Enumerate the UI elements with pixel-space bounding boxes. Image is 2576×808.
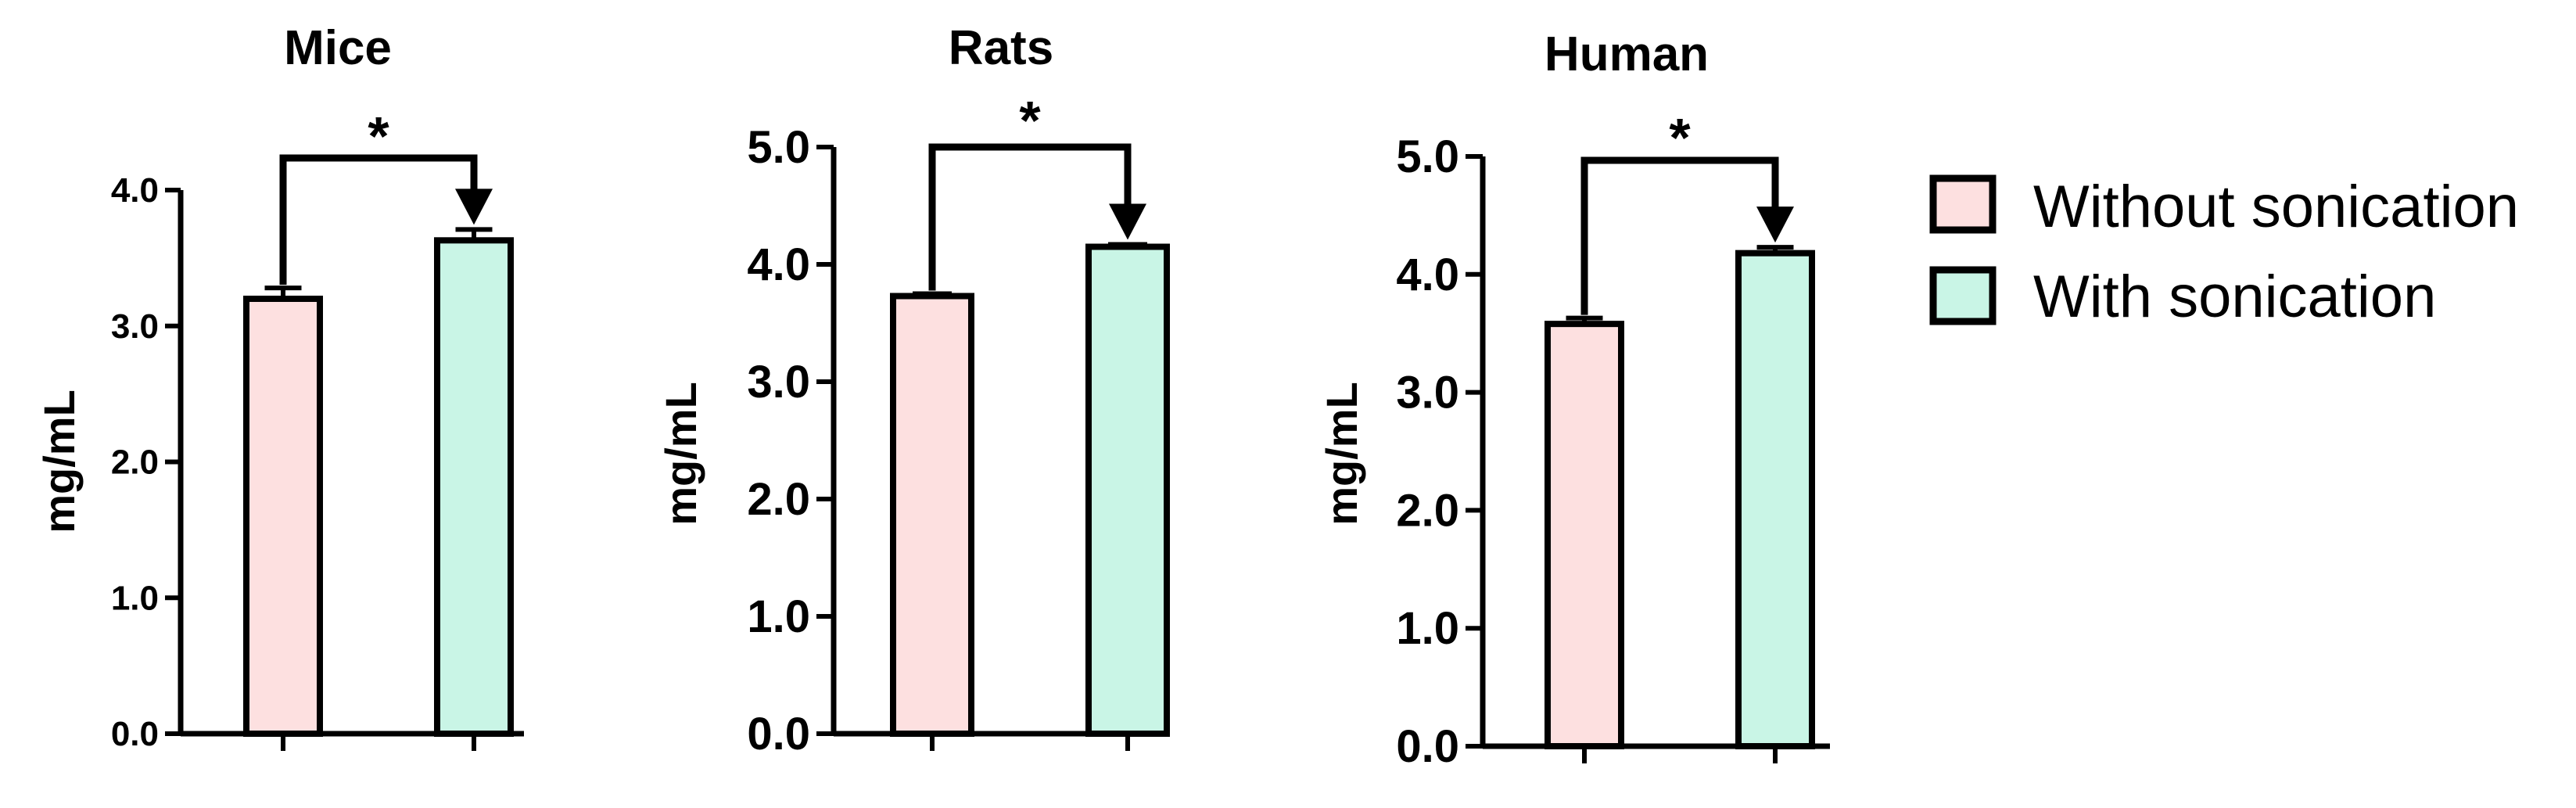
panel-1-y-tick-label: 1.0 (111, 579, 159, 617)
legend-label-with-sonication: With sonication (2033, 264, 2436, 330)
panel-1-significance-bracket (279, 154, 478, 285)
panel-3-significance-star: * (1669, 107, 1691, 168)
panel-2-significance-bracket (928, 143, 1132, 291)
panel-3-y-tick-label: 1.0 (1396, 603, 1459, 654)
panel-1-y-tick-label: 4.0 (111, 171, 159, 210)
panel-3-y-tick-label: 3.0 (1396, 368, 1459, 418)
panel-2-y-axis-label: mg/mL (656, 382, 705, 526)
legend: Without sonication With sonication (1929, 174, 2519, 330)
panel-3-significance-bracket (1580, 156, 1779, 315)
panel-3-significance-arrowhead (1756, 206, 1794, 243)
legend-swatch-without-sonication (1929, 174, 1997, 234)
panel-2-y-tick-label: 4.0 (747, 239, 810, 290)
panel-1-significance-star: * (368, 106, 389, 167)
panel-1-y-axis-label: mg/mL (34, 390, 84, 533)
panel-1-title: Mice (284, 21, 392, 75)
panel-2-y-tick-label: 2.0 (747, 474, 810, 525)
panel-2-y-tick-label: 1.0 (747, 591, 810, 642)
panel-3-y-tick-label: 2.0 (1396, 485, 1459, 536)
panel-3-title: Human (1545, 27, 1709, 81)
legend-swatch-with-sonication (1929, 266, 1997, 325)
panel-2-significance-star: * (1019, 90, 1041, 151)
legend-label-without-sonication: Without sonication (2033, 174, 2519, 240)
panel-2-bar-2 (1085, 243, 1170, 737)
panel-2-title: Rats (949, 21, 1053, 75)
panel-3-bar-2 (1735, 250, 1815, 749)
panel-2-y-tick-label: 5.0 (747, 122, 810, 173)
panel-2-y-tick-label: 3.0 (747, 357, 810, 408)
panel-3-y-tick-label: 4.0 (1396, 250, 1459, 300)
panel-1-y-tick-label: 0.0 (111, 715, 159, 753)
panel-2-significance-arrowhead (1109, 203, 1146, 240)
panel-3-y-tick-label: 5.0 (1396, 131, 1459, 182)
panel-3-y-axis-label: mg/mL (1317, 382, 1366, 526)
panel-1-y-tick-label: 3.0 (111, 307, 159, 346)
panel-3-bar-1 (1545, 321, 1624, 749)
panel-1-bar-1 (243, 296, 323, 737)
panel-1-y-tick-label: 2.0 (111, 444, 159, 482)
panel-1-bar-2 (434, 237, 514, 738)
panel-3-y-tick-label: 0.0 (1396, 721, 1459, 772)
panel-2-bar-1 (890, 293, 974, 737)
panel-1-significance-arrowhead (455, 189, 493, 225)
panel-2-y-tick-label: 0.0 (747, 709, 810, 760)
